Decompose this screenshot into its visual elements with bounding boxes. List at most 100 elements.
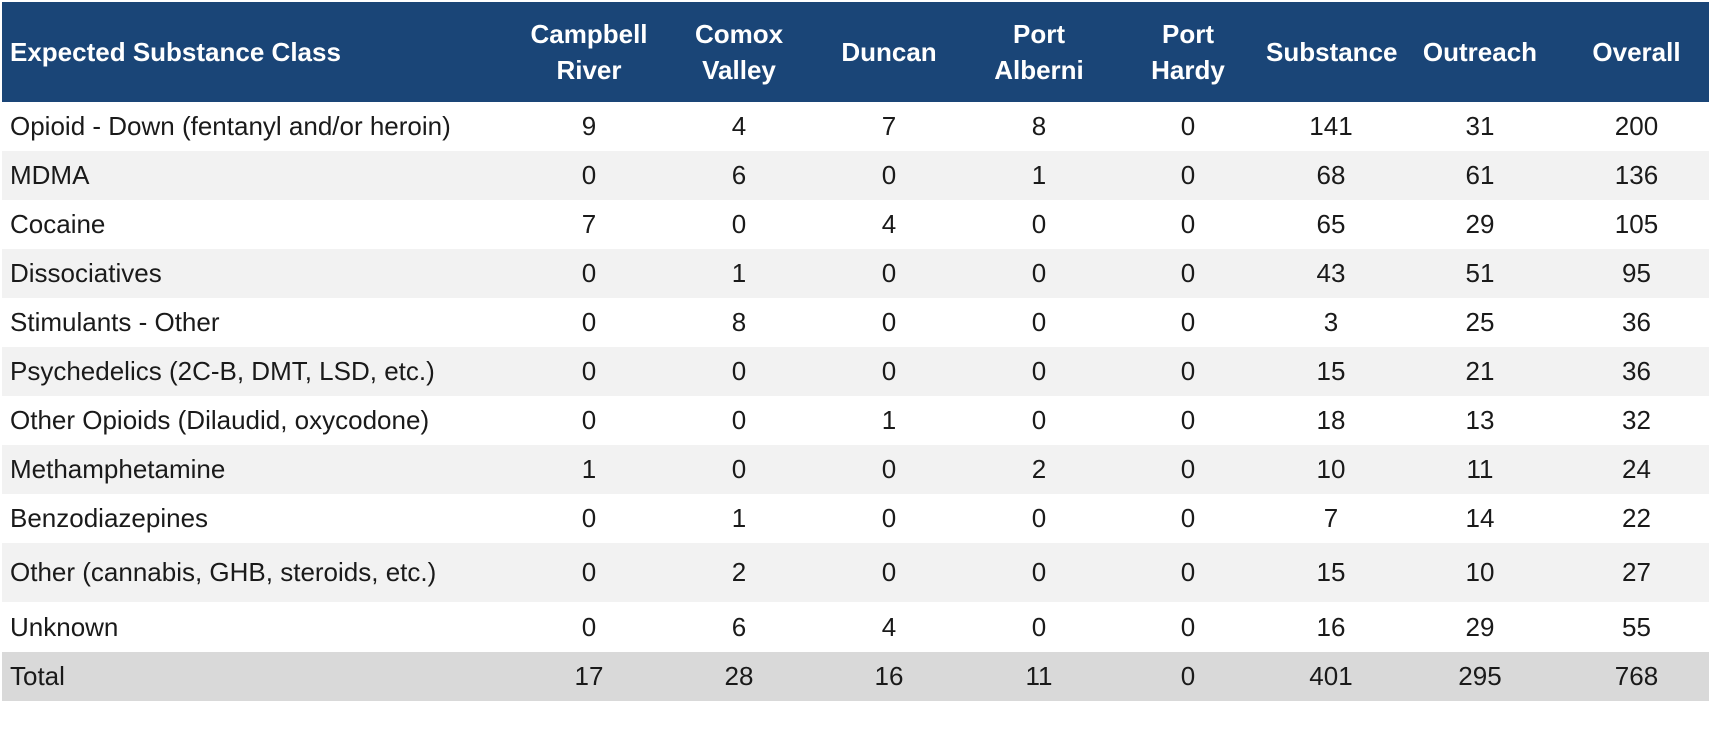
table-cell: 43	[1266, 249, 1396, 298]
table-cell: 0	[810, 445, 968, 494]
table-cell: 141	[1266, 102, 1396, 151]
table-cell: 55	[1564, 602, 1709, 652]
table-cell: 0	[1110, 200, 1266, 249]
table-cell: 0	[510, 494, 668, 543]
table-cell: 1	[810, 396, 968, 445]
table-cell: 0	[510, 347, 668, 396]
table-cell: 11	[1396, 445, 1564, 494]
table-cell: 200	[1564, 102, 1709, 151]
table-cell: 14	[1396, 494, 1564, 543]
table-cell: 22	[1564, 494, 1709, 543]
table-cell: 4	[810, 200, 968, 249]
table-cell: 0	[1110, 543, 1266, 602]
table-header-row: Expected Substance Class Campbell River Com…	[2, 2, 1709, 102]
table-cell: 0	[668, 347, 810, 396]
table-cell: 0	[968, 249, 1110, 298]
table-cell: 0	[510, 151, 668, 200]
table-cell: 0	[810, 347, 968, 396]
table-cell: 15	[1266, 543, 1396, 602]
table-cell: 6	[668, 602, 810, 652]
table-row: MDMA 0 6 0 1 0 68 61 136	[2, 151, 1709, 200]
table-cell: 0	[1110, 249, 1266, 298]
column-header-line: Comox	[694, 19, 784, 49]
table-cell: 25	[1396, 298, 1564, 347]
column-header: Overall	[1564, 2, 1709, 102]
row-label: Other Opioids (Dilaudid, oxycodone)	[2, 396, 510, 445]
row-label: Dissociatives	[2, 249, 510, 298]
table-cell: 0	[668, 396, 810, 445]
table-cell: 105	[1564, 200, 1709, 249]
table-cell: 31	[1396, 102, 1564, 151]
table-cell: 0	[968, 396, 1110, 445]
table-cell: 4	[668, 102, 810, 151]
table-row: Cocaine 7 0 4 0 0 65 29 105	[2, 200, 1709, 249]
column-header: Campbell River	[510, 2, 668, 102]
table-cell: 7	[1266, 494, 1396, 543]
table-cell: 10	[1266, 445, 1396, 494]
table-cell: 6	[668, 151, 810, 200]
table-cell: 1	[968, 151, 1110, 200]
table-cell: 3	[1266, 298, 1396, 347]
row-label: Methamphetamine	[2, 445, 510, 494]
table-cell: 0	[810, 298, 968, 347]
table-cell: 4	[810, 602, 968, 652]
column-header-line: River	[556, 55, 622, 85]
table-cell: 0	[968, 543, 1110, 602]
column-header: Duncan	[810, 2, 968, 102]
table-row: Stimulants - Other 0 8 0 0 0 3 25 36	[2, 298, 1709, 347]
table-cell: 0	[668, 200, 810, 249]
table-container: Expected Substance Class Campbell River Com…	[2, 2, 1709, 701]
table-row: Benzodiazepines 0 1 0 0 0 7 14 22	[2, 494, 1709, 543]
table-cell: 0	[1110, 102, 1266, 151]
table-row: Other (cannabis, GHB, steroids, etc.) 0 2 0…	[2, 543, 1709, 602]
table-cell: 0	[510, 249, 668, 298]
table-cell: 2	[968, 445, 1110, 494]
table-cell: 0	[1110, 602, 1266, 652]
table-cell: 51	[1396, 249, 1564, 298]
table-cell: 0	[1110, 396, 1266, 445]
table-cell: 0	[1110, 445, 1266, 494]
table-cell: 1	[668, 249, 810, 298]
table-cell: 68	[1266, 151, 1396, 200]
table-cell: 0	[1110, 151, 1266, 200]
table-cell: 18	[1266, 396, 1396, 445]
table-cell: 24	[1564, 445, 1709, 494]
table-cell: 8	[968, 102, 1110, 151]
total-cell: 16	[810, 652, 968, 701]
column-header-label: Expected Substance Class	[2, 2, 510, 102]
table-cell: 0	[810, 151, 968, 200]
column-header: Outreach	[1396, 2, 1564, 102]
row-label: Benzodiazepines	[2, 494, 510, 543]
total-cell: 768	[1564, 652, 1709, 701]
total-cell: 295	[1396, 652, 1564, 701]
table-cell: 15	[1266, 347, 1396, 396]
row-label: Unknown	[2, 602, 510, 652]
total-cell: 0	[1110, 652, 1266, 701]
table-cell: 16	[1266, 602, 1396, 652]
table-cell: 0	[968, 494, 1110, 543]
total-cell: 17	[510, 652, 668, 701]
table-cell: 0	[968, 200, 1110, 249]
table-cell: 0	[968, 602, 1110, 652]
substance-class-table: Expected Substance Class Campbell River Com…	[2, 2, 1709, 701]
column-header: Substance	[1266, 2, 1398, 102]
row-label: Cocaine	[2, 200, 510, 249]
table-cell: 0	[1110, 298, 1266, 347]
table-cell: 36	[1564, 298, 1709, 347]
column-header-line: Campbell	[530, 19, 648, 49]
column-header-line: Port	[1013, 19, 1065, 49]
column-header-line: Port	[1162, 19, 1214, 49]
total-cell: 11	[968, 652, 1110, 701]
table-cell: 0	[510, 298, 668, 347]
table-row: Unknown 0 6 4 0 0 16 29 55	[2, 602, 1709, 652]
table-cell: 21	[1396, 347, 1564, 396]
total-cell: 401	[1266, 652, 1396, 701]
table-cell: 0	[1110, 347, 1266, 396]
table-cell: 13	[1396, 396, 1564, 445]
total-cell: 28	[668, 652, 810, 701]
table-cell: 32	[1564, 396, 1709, 445]
table-cell: 29	[1396, 602, 1564, 652]
column-header-line: Valley	[702, 55, 776, 85]
table-cell: 29	[1396, 200, 1564, 249]
column-header-line: Hardy	[1151, 55, 1225, 85]
